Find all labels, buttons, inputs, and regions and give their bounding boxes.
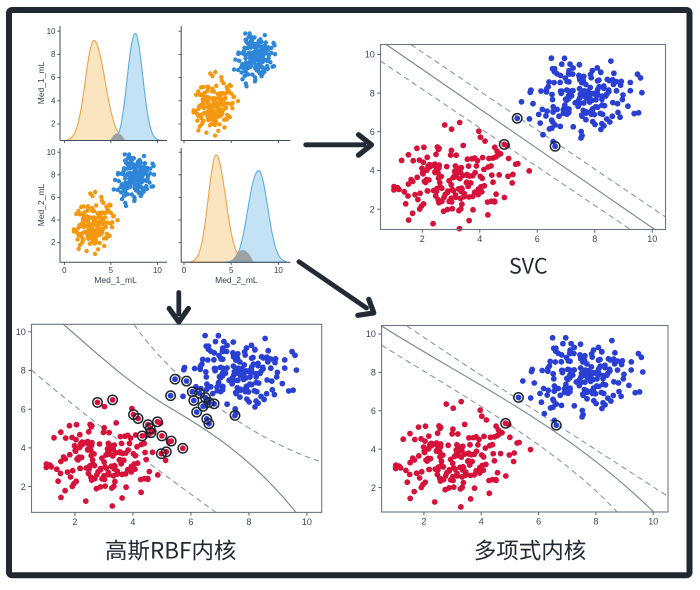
svg-text:2: 2 bbox=[371, 483, 376, 493]
svg-text:10: 10 bbox=[153, 266, 162, 275]
svg-text:6: 6 bbox=[51, 73, 56, 82]
svg-text:10: 10 bbox=[47, 27, 56, 36]
svg-text:10: 10 bbox=[302, 517, 312, 527]
svg-text:8: 8 bbox=[246, 517, 251, 527]
svg-text:6: 6 bbox=[21, 404, 26, 414]
svg-text:8: 8 bbox=[51, 50, 56, 59]
svg-text:0: 0 bbox=[182, 266, 187, 275]
svg-text:10: 10 bbox=[365, 50, 375, 60]
svg-text:6: 6 bbox=[536, 517, 541, 527]
svg-text:5: 5 bbox=[229, 266, 234, 275]
svg-text:6: 6 bbox=[371, 406, 376, 416]
svg-text:10: 10 bbox=[366, 329, 376, 339]
svg-text:10: 10 bbox=[648, 517, 658, 527]
svg-text:2: 2 bbox=[72, 517, 77, 527]
svg-text:2: 2 bbox=[51, 238, 56, 247]
svg-text:4: 4 bbox=[51, 96, 56, 105]
svg-text:Med_2_mL: Med_2_mL bbox=[215, 275, 258, 285]
svg-text:6: 6 bbox=[188, 517, 193, 527]
svg-text:8: 8 bbox=[51, 170, 56, 179]
svg-text:Med_2_mL: Med_2_mL bbox=[36, 183, 46, 226]
svg-text:6: 6 bbox=[535, 234, 540, 244]
svg-text:2: 2 bbox=[21, 482, 26, 492]
svg-text:2: 2 bbox=[421, 517, 426, 527]
svg-text:0: 0 bbox=[62, 266, 67, 275]
svg-text:10: 10 bbox=[16, 327, 26, 337]
svg-text:Med_1_mL: Med_1_mL bbox=[94, 275, 137, 285]
svg-text:2: 2 bbox=[420, 234, 425, 244]
svg-text:2: 2 bbox=[370, 204, 375, 214]
svg-text:10: 10 bbox=[274, 266, 283, 275]
svg-text:4: 4 bbox=[130, 517, 135, 527]
svg-text:8: 8 bbox=[370, 88, 375, 98]
svg-text:4: 4 bbox=[21, 443, 26, 453]
svg-text:Med_1_mL: Med_1_mL bbox=[36, 61, 46, 104]
svg-text:8: 8 bbox=[371, 368, 376, 378]
svg-text:5: 5 bbox=[109, 266, 114, 275]
svg-text:8: 8 bbox=[593, 517, 598, 527]
svg-text:10: 10 bbox=[47, 148, 56, 157]
svg-text:4: 4 bbox=[477, 234, 482, 244]
svg-text:10: 10 bbox=[647, 234, 657, 244]
svg-text:6: 6 bbox=[370, 127, 375, 137]
svg-text:4: 4 bbox=[51, 216, 56, 225]
svg-text:4: 4 bbox=[479, 517, 484, 527]
svg-text:6: 6 bbox=[51, 193, 56, 202]
svg-text:8: 8 bbox=[592, 234, 597, 244]
svg-text:2: 2 bbox=[51, 120, 56, 129]
svg-text:4: 4 bbox=[370, 166, 375, 176]
svg-text:8: 8 bbox=[21, 366, 26, 376]
svg-text:4: 4 bbox=[371, 444, 376, 454]
